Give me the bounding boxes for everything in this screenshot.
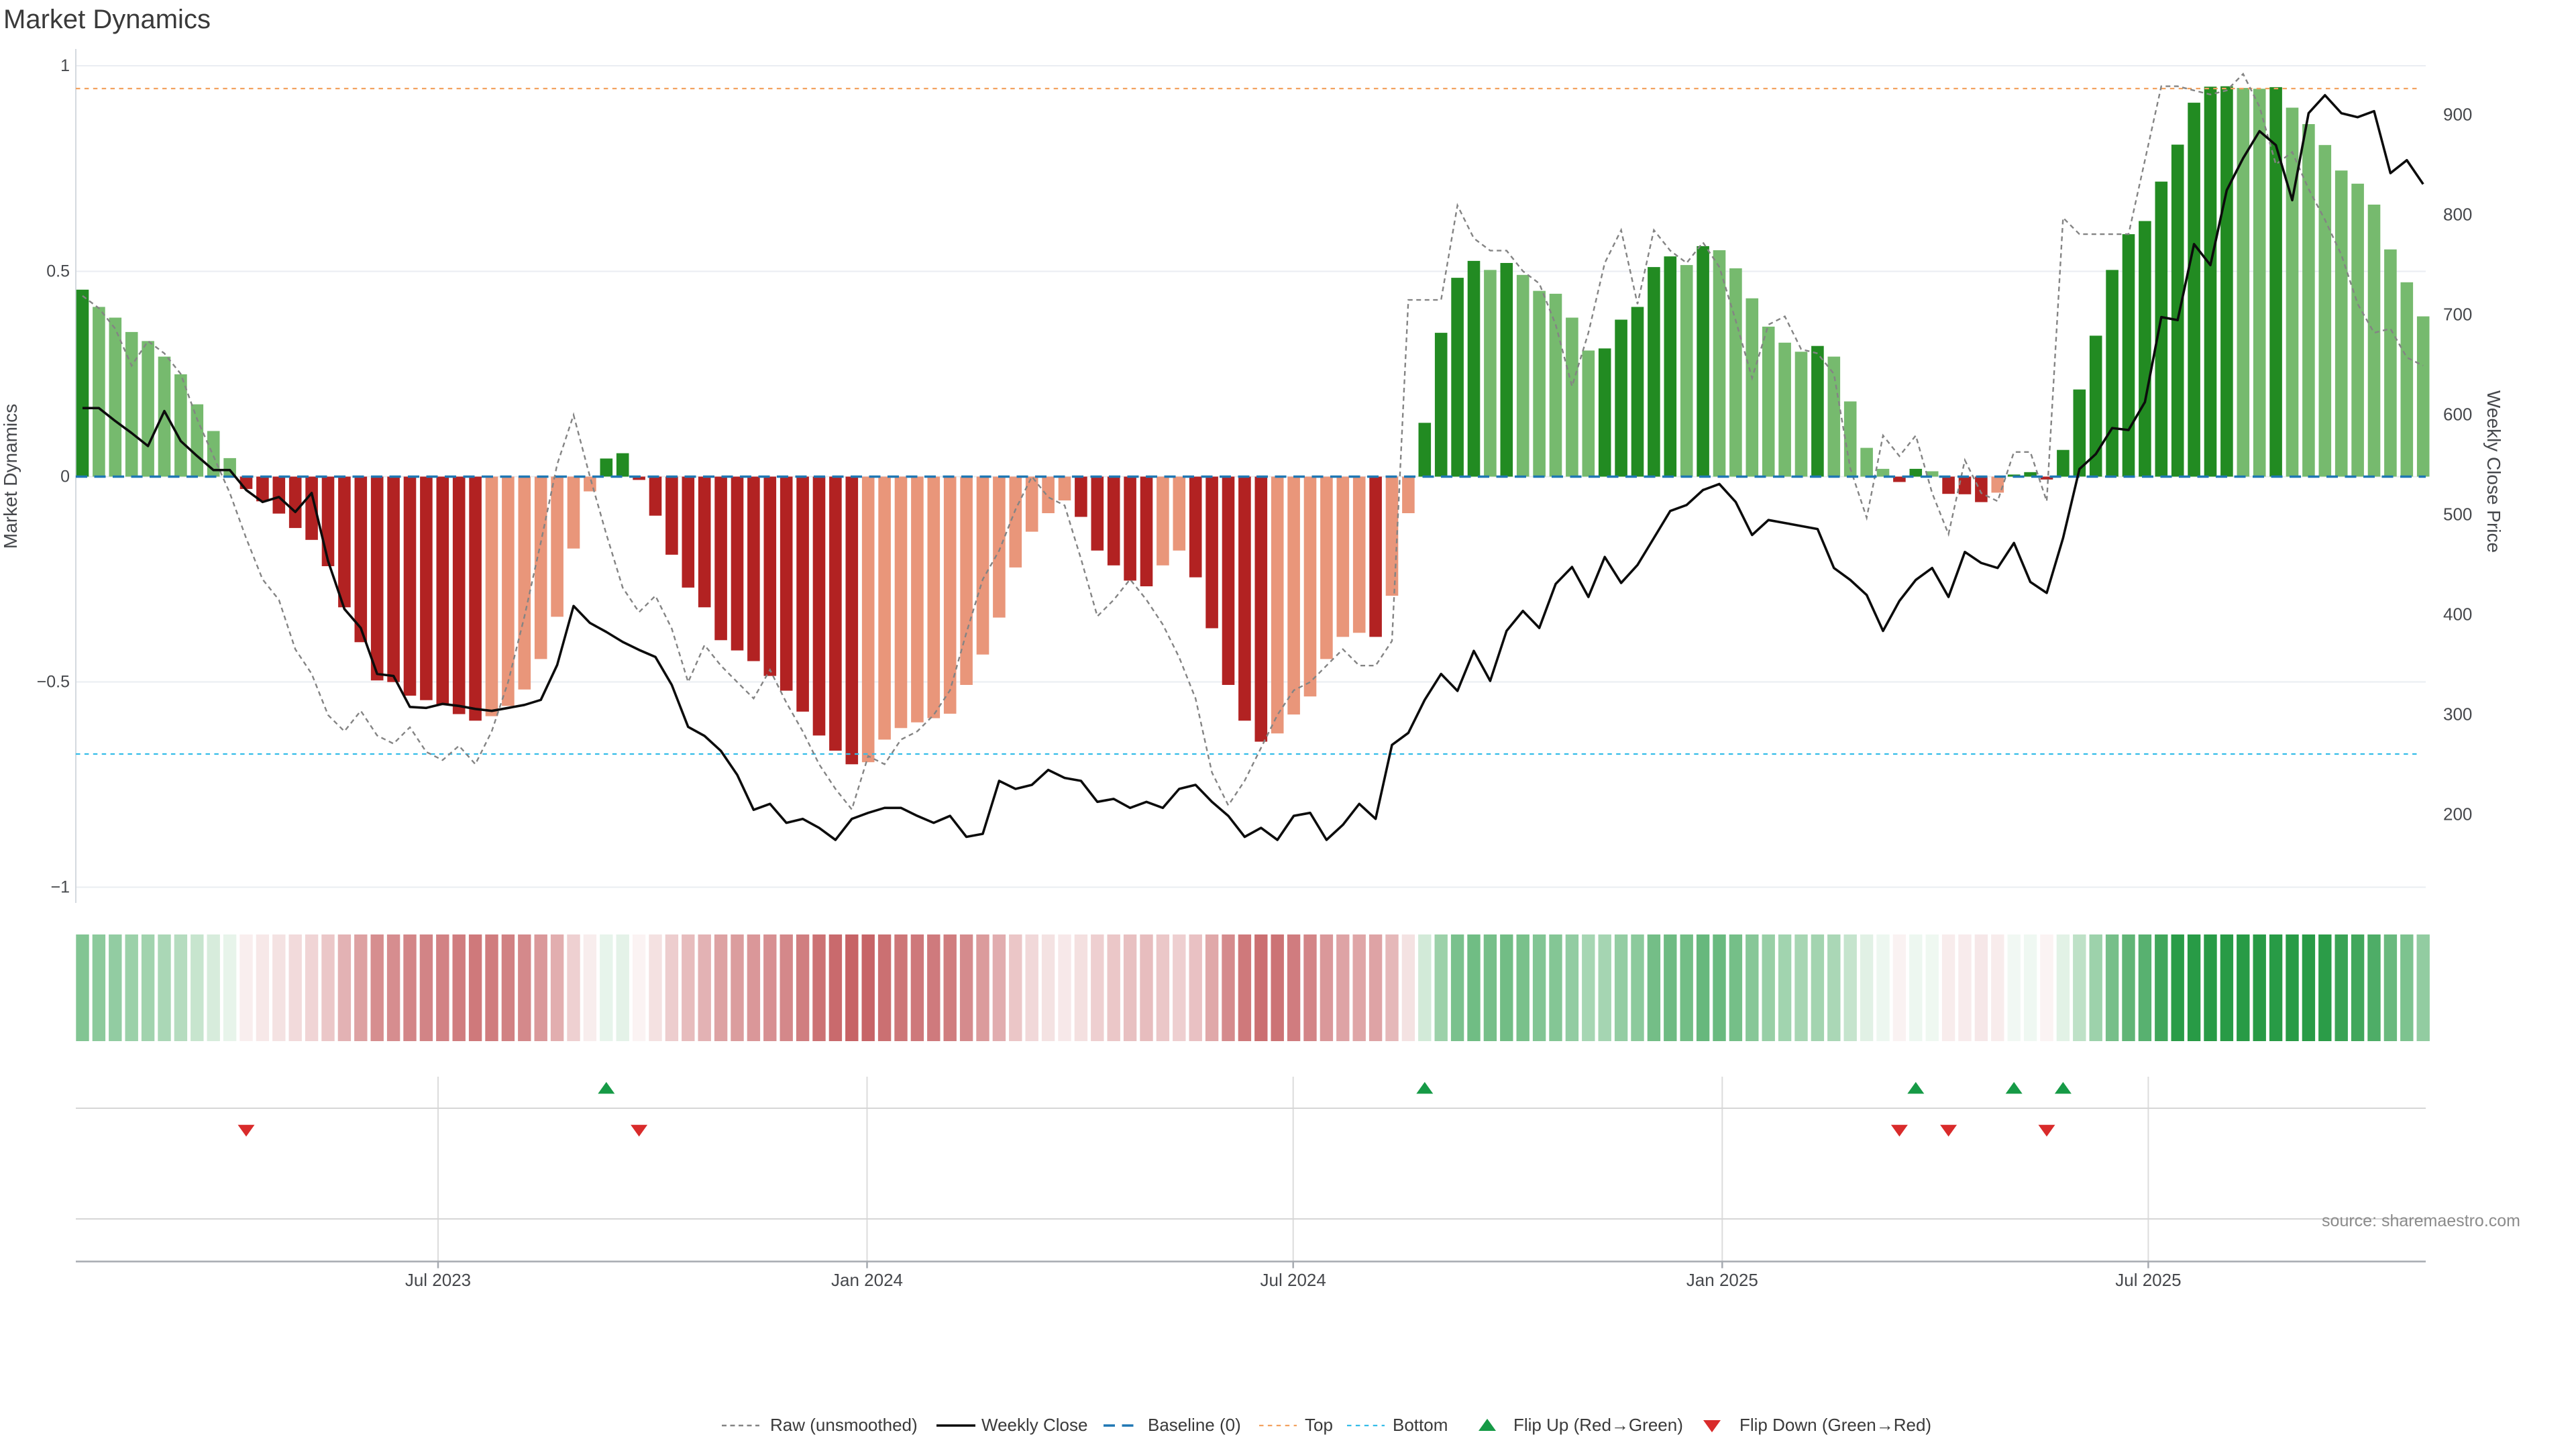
svg-text:Top: Top bbox=[1305, 1415, 1333, 1435]
svg-text:900: 900 bbox=[2443, 105, 2472, 125]
svg-text:Raw (unsmoothed): Raw (unsmoothed) bbox=[770, 1415, 918, 1435]
svg-text:Flip Down (Green→Red): Flip Down (Green→Red) bbox=[1739, 1415, 1931, 1435]
svg-text:200: 200 bbox=[2443, 804, 2472, 824]
svg-text:500: 500 bbox=[2443, 504, 2472, 525]
svg-text:Jan 2024: Jan 2024 bbox=[831, 1270, 903, 1290]
svg-text:300: 300 bbox=[2443, 704, 2472, 724]
svg-text:Jul 2025: Jul 2025 bbox=[2115, 1270, 2181, 1290]
svg-text:Market Dynamics: Market Dynamics bbox=[0, 404, 21, 549]
svg-text:−0.5: −0.5 bbox=[37, 673, 70, 692]
svg-text:0.5: 0.5 bbox=[46, 262, 70, 281]
svg-text:Jan 2025: Jan 2025 bbox=[1686, 1270, 1758, 1290]
svg-text:Weekly Close Price: Weekly Close Price bbox=[2483, 390, 2504, 553]
svg-text:Flip Up (Red→Green): Flip Up (Red→Green) bbox=[1513, 1415, 1683, 1435]
svg-text:600: 600 bbox=[2443, 405, 2472, 425]
svg-text:−1: −1 bbox=[50, 878, 70, 897]
svg-text:Jul 2024: Jul 2024 bbox=[1260, 1270, 1326, 1290]
svg-text:0: 0 bbox=[60, 468, 70, 486]
svg-text:Jul 2023: Jul 2023 bbox=[405, 1270, 471, 1290]
svg-text:Bottom: Bottom bbox=[1393, 1415, 1448, 1435]
svg-text:400: 400 bbox=[2443, 604, 2472, 625]
svg-text:Weekly Close: Weekly Close bbox=[981, 1415, 1087, 1435]
svg-text:800: 800 bbox=[2443, 205, 2472, 225]
svg-text:700: 700 bbox=[2443, 305, 2472, 325]
svg-text:1: 1 bbox=[60, 56, 70, 75]
svg-text:Baseline (0): Baseline (0) bbox=[1148, 1415, 1241, 1435]
svg-text:Market Dynamics: Market Dynamics bbox=[3, 5, 211, 34]
svg-text:source: sharemaestro.com: source: sharemaestro.com bbox=[2322, 1212, 2520, 1230]
